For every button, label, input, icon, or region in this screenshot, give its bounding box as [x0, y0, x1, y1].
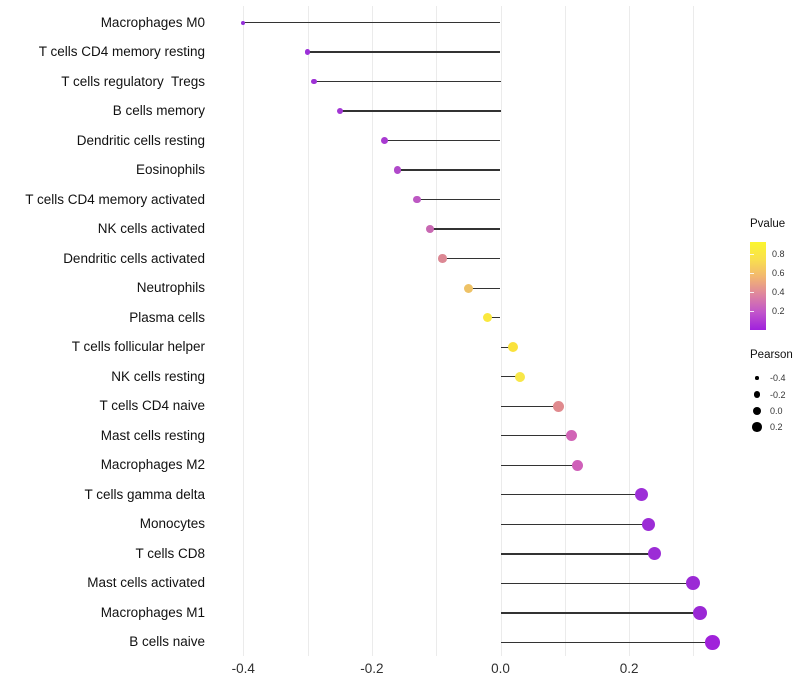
x-axis-tick-label: -0.2 — [360, 661, 384, 676]
y-axis-label: Macrophages M0 — [100, 14, 205, 30]
lollipop-stem — [500, 523, 649, 525]
gridline-x--0.2 — [371, 6, 373, 656]
lollipop-stem — [500, 582, 694, 585]
x-axis-tick-label: -0.4 — [231, 661, 255, 676]
data-point — [393, 166, 402, 174]
y-axis-label: NK cells activated — [97, 221, 205, 237]
lollipop-stem — [442, 258, 501, 260]
gridline-x-0.2 — [629, 6, 631, 656]
y-axis-label: T cells CD4 memory activated — [25, 191, 205, 207]
data-point — [686, 576, 701, 591]
data-point — [425, 225, 434, 234]
y-axis-label: Plasma cells — [129, 309, 205, 325]
data-point — [381, 137, 389, 145]
pvalue-tick-label: 0.6 — [772, 267, 785, 278]
lollipop-stem — [243, 21, 501, 24]
y-axis-label: Macrophages M1 — [100, 604, 205, 620]
data-point — [565, 430, 577, 442]
data-point — [438, 254, 447, 263]
gridline-x-0.3 — [693, 6, 695, 656]
y-axis-label: Dendritic cells resting — [76, 132, 205, 148]
data-point — [508, 342, 519, 353]
pvalue-bar-tick — [750, 253, 754, 255]
data-point — [304, 49, 311, 55]
lollipop-stem — [500, 641, 713, 644]
pearson-legend-label: -0.2 — [770, 389, 786, 400]
x-axis-tick-label: 0.2 — [619, 661, 639, 676]
data-point — [336, 108, 343, 115]
lollipop-stem — [314, 80, 501, 83]
lollipop-stem — [500, 346, 514, 348]
data-point — [635, 488, 649, 502]
data-point — [241, 20, 246, 25]
y-axis-label: T cells CD4 memory resting — [38, 44, 205, 60]
lollipop-stem — [500, 612, 700, 614]
pvalue-tick-label: 0.2 — [772, 305, 785, 316]
data-point — [571, 459, 584, 472]
y-axis-label: Monocytes — [139, 516, 205, 532]
data-point — [463, 283, 473, 293]
pvalue-bar-tick — [750, 272, 754, 274]
data-point — [641, 517, 655, 531]
lollipop-stem — [307, 51, 501, 53]
lollipop-stem — [339, 110, 501, 112]
pearson-legend-dot — [752, 422, 762, 432]
lollipop-stem — [500, 376, 520, 378]
lollipop-stem — [468, 287, 501, 289]
pearson-legend-label: 0.0 — [770, 406, 783, 416]
lollipop-stem — [500, 464, 578, 466]
lollipop-stem — [500, 494, 642, 496]
pvalue-tick-label: 0.8 — [772, 248, 785, 259]
pvalue-tick-label: 0.4 — [772, 286, 785, 297]
gridline-x--0.4 — [243, 6, 245, 656]
gridline-x--0.1 — [436, 6, 438, 656]
data-point — [311, 78, 317, 85]
y-axis-label: T cells regulatory Tregs — [61, 73, 205, 89]
y-axis-label: B cells memory — [112, 103, 205, 119]
gridline-x-0 — [500, 6, 502, 656]
pvalue-legend-title: Pvalue — [750, 218, 786, 230]
y-axis-label: NK cells resting — [111, 368, 205, 384]
gridline-x-0.1 — [564, 6, 566, 656]
x-axis-tick-label: 0.0 — [491, 661, 510, 676]
lollipop-stem — [384, 139, 501, 142]
y-axis-label: T cells follicular helper — [71, 339, 205, 355]
data-point — [514, 371, 525, 382]
data-point — [412, 195, 421, 204]
lollipop-stem — [500, 553, 655, 555]
data-point — [648, 547, 662, 561]
gridline-x--0.3 — [307, 6, 309, 656]
y-axis-label: Dendritic cells activated — [63, 250, 205, 266]
y-axis-label: T cells gamma delta — [84, 486, 205, 502]
y-axis-label: B cells naive — [129, 634, 205, 650]
data-point — [705, 635, 721, 650]
lollipop-stem — [500, 435, 572, 437]
pearson-legend-dot — [752, 406, 762, 416]
pvalue-bar-tick — [750, 310, 754, 312]
pearson-legend-label: 0.2 — [770, 422, 783, 432]
pvalue-bar-tick — [750, 291, 754, 293]
pearson-legend-label: -0.4 — [770, 373, 786, 383]
pearson-legend-title: Pearson — [750, 349, 793, 361]
pearson-legend-dot — [755, 376, 759, 380]
lollipop-stem — [487, 317, 501, 319]
lollipop-stem — [397, 169, 501, 171]
y-axis-label: Neutrophils — [136, 280, 205, 296]
data-point — [692, 605, 707, 621]
pearson-legend-dot — [753, 391, 761, 398]
y-axis-label: Macrophages M2 — [100, 457, 205, 473]
y-axis-label: Eosinophils — [135, 162, 205, 178]
lollipop-stem — [416, 198, 501, 201]
y-axis-label: T cells CD8 — [135, 545, 205, 561]
data-point — [482, 312, 493, 323]
y-axis-label: T cells CD4 naive — [99, 398, 205, 414]
y-axis-label: Mast cells activated — [87, 575, 205, 591]
data-point — [552, 400, 564, 412]
pvalue-gradient-bar — [750, 242, 766, 330]
y-axis-label: Mast cells resting — [100, 427, 205, 443]
lollipop-stem — [429, 228, 501, 230]
lollipop-stem — [500, 405, 559, 407]
